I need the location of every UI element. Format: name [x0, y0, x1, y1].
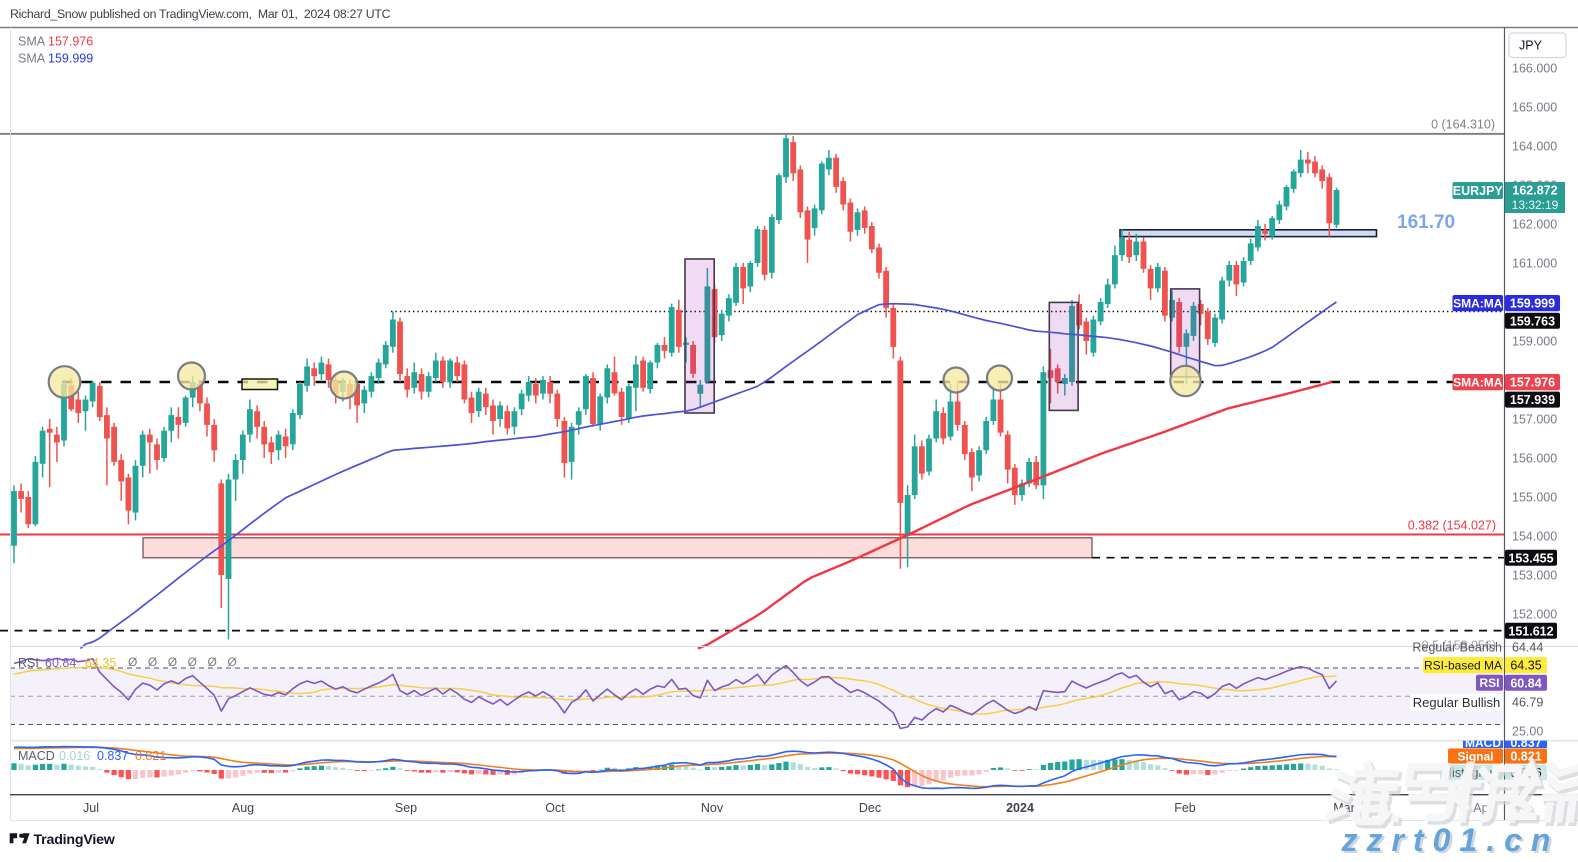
svg-text:161.000: 161.000 [1512, 257, 1557, 271]
svg-text:SMA: SMA [18, 35, 46, 49]
svg-text:Oct: Oct [545, 801, 565, 815]
svg-text:154.000: 154.000 [1512, 530, 1557, 544]
svg-text:0.382 (154.027): 0.382 (154.027) [1408, 519, 1496, 533]
svg-text:Richard_Snow published on Trad: Richard_Snow published on TradingView.co… [10, 7, 391, 21]
svg-text:159.763: 159.763 [1510, 314, 1555, 328]
svg-text:162.872: 162.872 [1512, 184, 1557, 198]
svg-text:MACD: MACD [1465, 736, 1501, 750]
svg-text:Jul: Jul [83, 801, 99, 815]
svg-text:SMA: SMA [18, 52, 46, 66]
svg-text:156.000: 156.000 [1512, 452, 1557, 466]
svg-text:60.84: 60.84 [45, 656, 76, 670]
svg-text:0.837: 0.837 [1510, 736, 1541, 750]
svg-text:0.821: 0.821 [135, 749, 166, 763]
svg-text:64.44: 64.44 [1512, 641, 1543, 655]
svg-text:13:32:19: 13:32:19 [1512, 198, 1559, 212]
svg-text:60.84: 60.84 [1510, 676, 1541, 690]
svg-text:Nov: Nov [701, 801, 724, 815]
svg-text:zzrt01.cn: zzrt01.cn [1341, 822, 1560, 857]
svg-text:Ø Ø Ø Ø Ø Ø: Ø Ø Ø Ø Ø Ø [128, 655, 240, 669]
svg-text:zzrt01.cn: zzrt01.cn [1343, 824, 1562, 857]
svg-text:0.821: 0.821 [1510, 750, 1541, 764]
svg-text:EURJPY: EURJPY [1453, 184, 1504, 198]
svg-text:157.000: 157.000 [1512, 413, 1557, 427]
svg-text:0 (164.310): 0 (164.310) [1431, 118, 1495, 132]
svg-text:64.35: 64.35 [1510, 659, 1541, 673]
svg-text:152.000: 152.000 [1512, 608, 1557, 622]
svg-text:Regular Bullish: Regular Bullish [1413, 695, 1500, 710]
svg-text:161.70: 161.70 [1397, 212, 1455, 233]
svg-text:Aug: Aug [232, 801, 254, 815]
svg-text:SMA:MA: SMA:MA [1453, 297, 1503, 311]
svg-text:153.000: 153.000 [1512, 569, 1557, 583]
svg-text:RSI: RSI [1479, 676, 1499, 690]
svg-text:157.976: 157.976 [1510, 376, 1555, 390]
svg-text:25.00: 25.00 [1512, 725, 1543, 739]
svg-text:MACD: MACD [18, 749, 55, 763]
svg-text:Sep: Sep [395, 801, 417, 815]
svg-text:RSI-based MA: RSI-based MA [1424, 659, 1502, 673]
svg-text:46.79: 46.79 [1512, 696, 1543, 710]
svg-text:151.612: 151.612 [1508, 624, 1553, 638]
svg-text:155.000: 155.000 [1512, 491, 1557, 505]
svg-text:Regular Bearish: Regular Bearish [1412, 641, 1502, 655]
svg-text:159.999: 159.999 [1510, 297, 1555, 311]
svg-text:RSI: RSI [18, 656, 39, 670]
svg-text:Signal: Signal [1457, 749, 1493, 763]
svg-text:153.455: 153.455 [1508, 551, 1553, 565]
svg-text:157.939: 157.939 [1510, 393, 1555, 407]
svg-text:Feb: Feb [1174, 801, 1196, 815]
svg-text:JPY: JPY [1519, 39, 1543, 53]
svg-text:SMA:MA: SMA:MA [1453, 376, 1503, 390]
svg-text:Dec: Dec [859, 801, 881, 815]
svg-text:0.837: 0.837 [97, 749, 128, 763]
svg-text:166.000: 166.000 [1512, 62, 1557, 76]
svg-text:0.016: 0.016 [59, 749, 90, 763]
svg-text:0.5 (158.056): 0.5 (158.056) [1422, 639, 1496, 653]
svg-text:164.000: 164.000 [1512, 140, 1557, 154]
svg-text:TradingView: TradingView [34, 832, 116, 848]
svg-text:159.000: 159.000 [1512, 335, 1557, 349]
svg-text:162.000: 162.000 [1512, 218, 1557, 232]
svg-text:2024: 2024 [1006, 801, 1034, 815]
svg-text:157.976: 157.976 [48, 35, 93, 49]
svg-text:64.35: 64.35 [85, 656, 116, 670]
svg-text:165.000: 165.000 [1512, 101, 1557, 115]
svg-text:159.999: 159.999 [48, 52, 93, 66]
